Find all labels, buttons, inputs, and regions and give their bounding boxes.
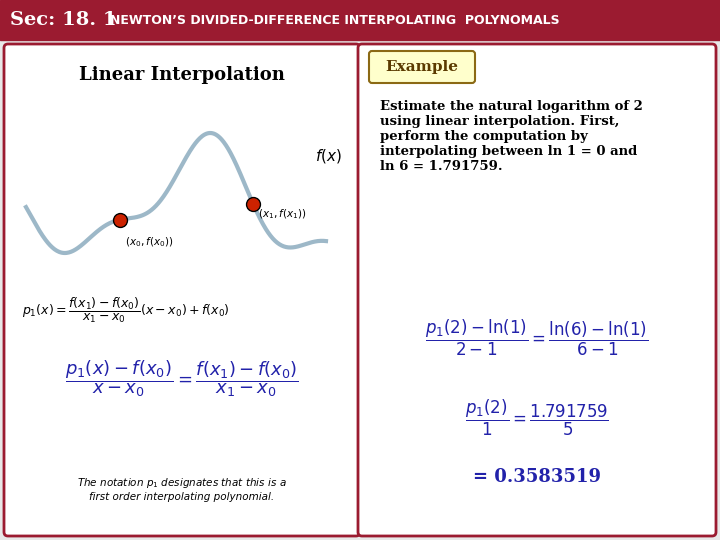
Text: The notation $p_1$ designates that this is a
first order interpolating polynomia: The notation $p_1$ designates that this … — [77, 476, 287, 502]
Text: $p_1(x) = \dfrac{f(x_1) - f(x_0)}{x_1 - x_0}(x - x_0) + f(x_0)$: $p_1(x) = \dfrac{f(x_1) - f(x_0)}{x_1 - … — [22, 296, 230, 325]
FancyBboxPatch shape — [4, 44, 360, 536]
Text: = 0.3583519: = 0.3583519 — [473, 468, 601, 486]
Text: $(x_0, f(x_0))$: $(x_0, f(x_0))$ — [125, 235, 174, 249]
Text: Linear Interpolation: Linear Interpolation — [79, 66, 285, 84]
Text: $(x_1, f(x_1))$: $(x_1, f(x_1))$ — [258, 208, 307, 221]
Text: $\dfrac{p_1(2)}{1} = \dfrac{1.791759}{5}$: $\dfrac{p_1(2)}{1} = \dfrac{1.791759}{5}… — [465, 398, 609, 438]
Bar — [0, 0, 720, 40]
Text: $\dfrac{p_1(x) - f(x_0)}{x - x_0} = \dfrac{f(x_1) - f(x_0)}{x_1 - x_0}$: $\dfrac{p_1(x) - f(x_0)}{x - x_0} = \dfr… — [65, 358, 299, 399]
Text: Sec: 18. 1: Sec: 18. 1 — [10, 11, 117, 29]
FancyBboxPatch shape — [358, 44, 716, 536]
Text: $\dfrac{p_1(2) - \ln(1)}{2 - 1} = \dfrac{\ln(6) - \ln(1)}{6 - 1}$: $\dfrac{p_1(2) - \ln(1)}{2 - 1} = \dfrac… — [426, 318, 649, 358]
Text: NEWTON’S DIVIDED-DIFFERENCE INTERPOLATING  POLYNOMALS: NEWTON’S DIVIDED-DIFFERENCE INTERPOLATIN… — [110, 14, 559, 26]
Text: Example: Example — [385, 60, 459, 74]
FancyBboxPatch shape — [369, 51, 475, 83]
Text: $f(x)$: $f(x)$ — [315, 147, 341, 165]
Text: Estimate the natural logarithm of 2
using linear interpolation. First,
perform t: Estimate the natural logarithm of 2 usin… — [380, 100, 643, 173]
